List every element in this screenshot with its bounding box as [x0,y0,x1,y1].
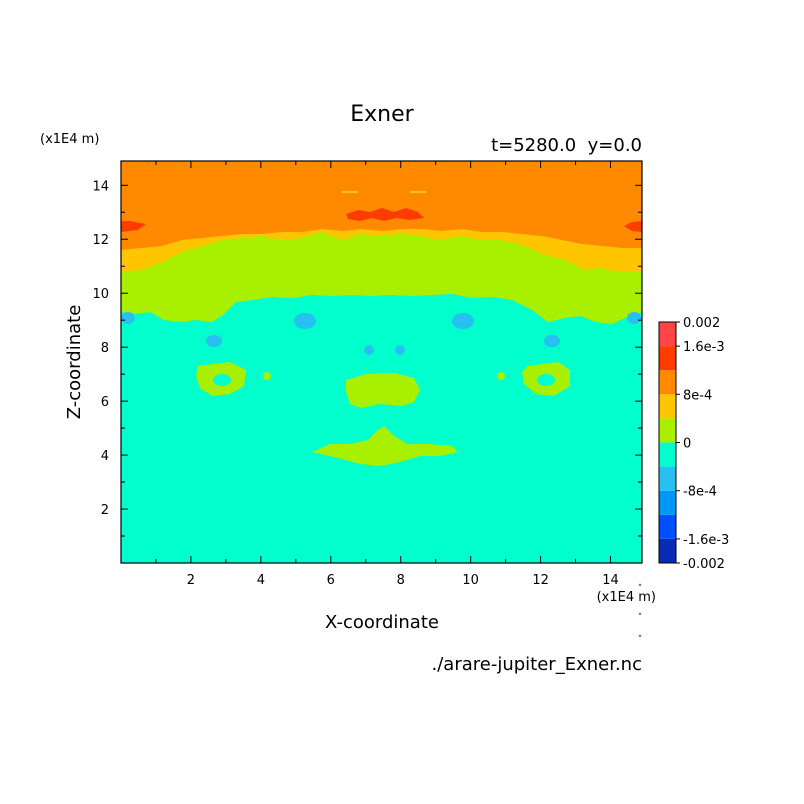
colorbar-segment [659,466,676,491]
colorbar-segment [659,394,676,419]
contour-blob-positive [263,372,271,380]
colorbar-segment [659,370,676,395]
x-tick-label: 10 [462,573,479,588]
colorbar-label: -8e-4 [683,485,717,500]
contour-band-positive-high [121,161,642,250]
y-tick-label: 8 [101,341,109,356]
y-tick-label: 2 [101,503,109,518]
y-tick-label: 6 [101,395,109,410]
svg-text:˄: ˄ [638,584,643,594]
y-tick-label: 12 [92,233,109,248]
y-axis: 2 4 6 8 10 12 14 [92,179,642,537]
colorbar-label: 8e-4 [683,388,712,403]
colorbar-label: -1.6e-3 [683,533,729,548]
y-tick-label: 14 [92,179,109,194]
svg-text:˄: ˄ [638,613,643,623]
contour-blob-positive [312,426,458,466]
x-tick-label: 6 [327,573,335,588]
svg-text:˄: ˄ [638,635,643,645]
colorbar-label: 1.6e-3 [683,340,725,355]
colorbar-segment [659,346,676,371]
x-axis: 2 4 6 8 10 12 14 [155,161,619,588]
colorbar-label: 0 [683,437,691,452]
x-axis-label: X-coordinate [325,612,439,633]
colorbar-segment [659,418,676,443]
contour-blob-negative [544,335,560,347]
contour-blob-negative [452,313,474,329]
contour-blob-negative [364,345,374,355]
chart-subtitle: t=5280.0 y=0.0 [491,135,642,156]
contour-fleck [342,191,358,193]
colorbar: 0.002 1.6e-3 8e-4 0 -8e-4 -1.6e-3 -0.002 [658,316,729,572]
contour-hole [537,374,555,386]
colorbar-segment [659,514,676,539]
contour-hole [213,374,231,386]
colorbar-segment [659,322,676,347]
x-tick-label: 4 [257,573,265,588]
contour-blob-positive [497,372,505,380]
contour-plot-area [120,160,643,564]
contour-blob-positive [346,373,420,408]
x-tick-label: 12 [532,573,549,588]
colorbar-label: -0.002 [683,557,725,572]
plot-frame [120,160,643,564]
dot-markers: ˄ ˄ ˄ [638,584,643,645]
colorbar-label: 0.002 [683,316,720,331]
y-tick-label: 10 [92,287,109,302]
x-unit-label: (x1E4 m) [597,590,656,605]
x-tick-label: 2 [187,573,195,588]
y-axis-label: Z-coordinate [64,305,85,420]
contour-fleck [410,191,426,193]
colorbar-segment [659,490,676,515]
contour-blob-negative [121,312,135,324]
file-label: ./arare-jupiter_Exner.nc [432,654,642,675]
contour-band-positive-max [624,221,642,232]
x-tick-label: 8 [397,573,405,588]
contour-band-positive-max [121,221,146,232]
contour-band-positive-max [346,208,424,221]
contour-blob-negative [395,345,405,355]
chart-title: Exner [350,102,414,127]
x-tick-label: 14 [602,573,619,588]
contour-blob-negative [206,335,222,347]
contour-blob-negative [294,313,316,329]
y-unit-label: (x1E4 m) [40,132,99,147]
contour-blob-negative [627,312,641,324]
colorbar-segment [659,538,676,563]
y-tick-label: 4 [101,449,109,464]
colorbar-segment [659,442,676,467]
